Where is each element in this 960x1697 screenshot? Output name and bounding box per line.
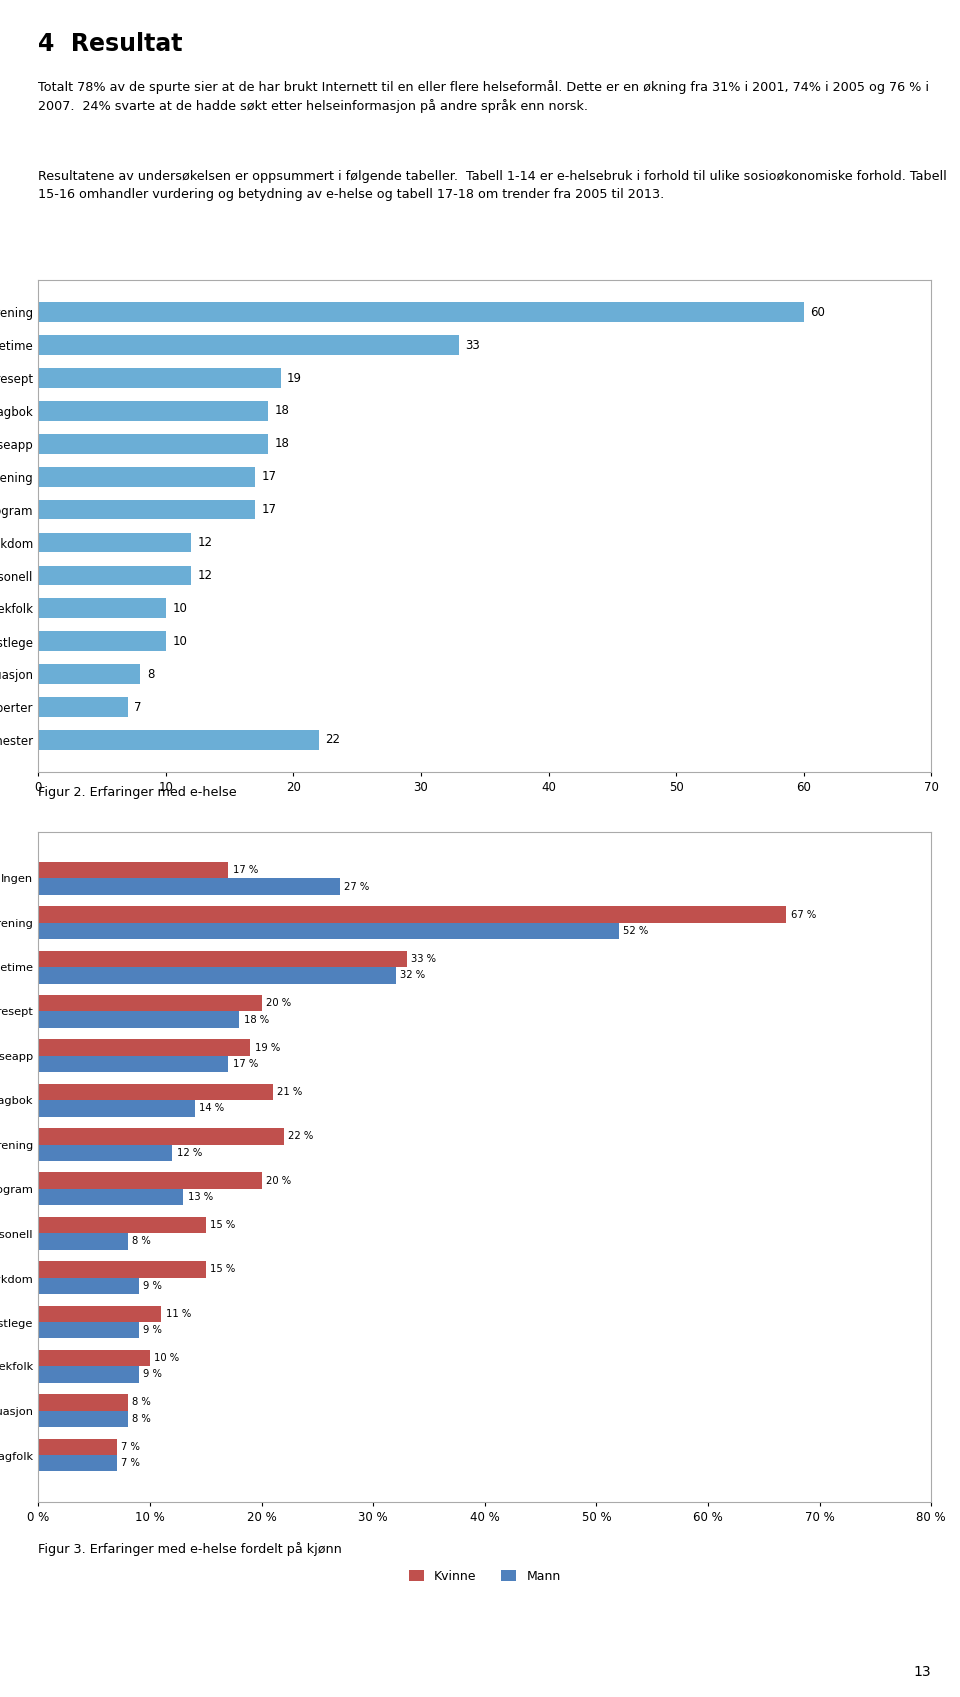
Bar <box>38 599 166 618</box>
Text: 12 %: 12 % <box>177 1147 202 1157</box>
Text: Resultatene av undersøkelsen er oppsummert i følgende tabeller.  Tabell 1-14 er : Resultatene av undersøkelsen er oppsumme… <box>38 170 948 200</box>
Bar <box>38 730 319 750</box>
Bar <box>38 1278 139 1295</box>
Text: 7: 7 <box>134 701 141 713</box>
Text: 9 %: 9 % <box>143 1325 162 1336</box>
Text: 27 %: 27 % <box>345 882 370 891</box>
Bar <box>38 368 280 389</box>
Text: 13: 13 <box>914 1665 931 1678</box>
Text: 18: 18 <box>275 404 289 417</box>
Text: 22 %: 22 % <box>288 1132 314 1142</box>
Bar <box>38 1129 284 1144</box>
Text: 22: 22 <box>325 733 341 747</box>
Bar <box>38 302 804 322</box>
Bar <box>38 1173 261 1190</box>
Text: 67 %: 67 % <box>791 910 816 920</box>
Bar <box>38 879 340 894</box>
Text: 9 %: 9 % <box>143 1369 162 1380</box>
Text: 17 %: 17 % <box>232 865 258 876</box>
Bar <box>38 950 407 967</box>
Bar <box>38 1322 139 1339</box>
Bar <box>38 1395 128 1410</box>
Text: 14 %: 14 % <box>199 1103 225 1113</box>
Bar <box>38 1439 116 1454</box>
Text: 20 %: 20 % <box>266 1176 291 1186</box>
Bar <box>38 994 261 1011</box>
Text: 21 %: 21 % <box>277 1088 302 1096</box>
Text: 8 %: 8 % <box>132 1397 151 1407</box>
Text: 8 %: 8 % <box>132 1414 151 1424</box>
Text: 13 %: 13 % <box>188 1191 213 1201</box>
Bar <box>38 906 786 923</box>
Text: 10 %: 10 % <box>155 1353 180 1363</box>
Text: 11 %: 11 % <box>166 1308 191 1319</box>
Bar <box>38 967 396 984</box>
Text: 52 %: 52 % <box>623 927 648 937</box>
Text: 9 %: 9 % <box>143 1281 162 1291</box>
Bar <box>38 1011 239 1028</box>
Bar <box>38 664 140 684</box>
Text: 33: 33 <box>466 339 480 351</box>
Bar <box>38 1305 161 1322</box>
Text: 33 %: 33 % <box>411 954 436 964</box>
Text: 7 %: 7 % <box>121 1442 140 1451</box>
Bar <box>38 467 255 487</box>
Text: 60: 60 <box>810 305 825 319</box>
Bar <box>38 1100 195 1117</box>
Bar <box>38 1144 173 1161</box>
Bar <box>38 631 166 652</box>
Text: 8: 8 <box>147 667 155 680</box>
Bar <box>38 1056 228 1073</box>
Bar <box>38 1454 116 1471</box>
Text: Totalt 78% av de spurte sier at de har brukt Internett til en eller flere helsef: Totalt 78% av de spurte sier at de har b… <box>38 80 929 114</box>
Bar <box>38 1234 128 1249</box>
Text: 10: 10 <box>173 635 187 648</box>
Bar <box>38 1261 205 1278</box>
Text: 17: 17 <box>261 502 276 516</box>
Bar <box>38 1039 251 1056</box>
Bar <box>38 434 268 453</box>
Legend: Kvinne, Mann: Kvinne, Mann <box>409 1570 561 1583</box>
Text: 19 %: 19 % <box>255 1042 280 1052</box>
Text: 10: 10 <box>173 602 187 614</box>
Text: 12: 12 <box>198 568 213 582</box>
Bar <box>38 1410 128 1427</box>
Text: 15 %: 15 % <box>210 1220 235 1230</box>
Bar <box>38 923 619 938</box>
Text: 4  Resultat: 4 Resultat <box>38 32 183 56</box>
Text: 17 %: 17 % <box>232 1059 258 1069</box>
Text: 18: 18 <box>275 438 289 450</box>
Bar <box>38 499 255 519</box>
Bar <box>38 336 459 355</box>
Text: 18 %: 18 % <box>244 1015 269 1025</box>
Text: 7 %: 7 % <box>121 1458 140 1468</box>
Text: 19: 19 <box>287 372 302 385</box>
Bar <box>38 1217 205 1234</box>
Bar <box>38 862 228 879</box>
Bar <box>38 1349 150 1366</box>
Bar <box>38 1366 139 1383</box>
Bar <box>38 1084 273 1100</box>
Bar <box>38 565 191 585</box>
Bar <box>38 1190 183 1205</box>
Bar <box>38 533 191 553</box>
Text: 12: 12 <box>198 536 213 550</box>
Bar <box>38 400 268 421</box>
Text: 8 %: 8 % <box>132 1237 151 1246</box>
Text: Figur 3. Erfaringer med e-helse fordelt på kjønn: Figur 3. Erfaringer med e-helse fordelt … <box>38 1543 343 1556</box>
Text: 17: 17 <box>261 470 276 484</box>
Text: 32 %: 32 % <box>400 971 425 981</box>
Text: 20 %: 20 % <box>266 998 291 1008</box>
Text: Figur 2. Erfaringer med e-helse: Figur 2. Erfaringer med e-helse <box>38 786 237 799</box>
Text: 15 %: 15 % <box>210 1264 235 1274</box>
Bar <box>38 697 128 716</box>
